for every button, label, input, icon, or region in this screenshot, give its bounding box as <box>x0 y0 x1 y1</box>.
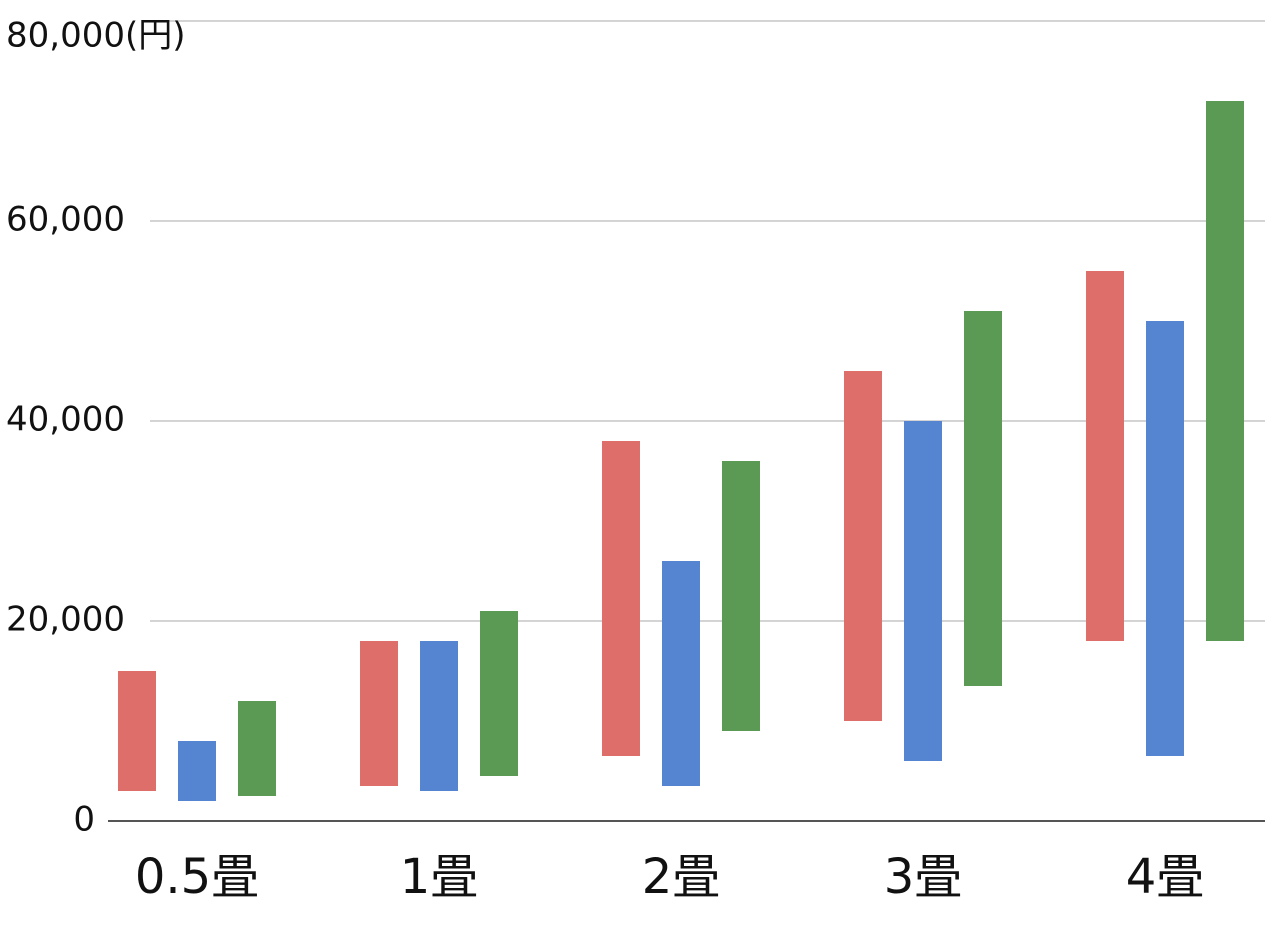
y-tick-label: 80,000(円) <box>6 16 186 56</box>
x-tick-label: 2畳 <box>642 849 721 905</box>
bar <box>964 311 1002 686</box>
y-tick-label: 60,000 <box>6 200 125 240</box>
x-tick-label: 0.5畳 <box>135 849 259 905</box>
y-tick-label: 20,000 <box>6 600 125 640</box>
bar <box>904 421 942 761</box>
bar <box>178 741 216 801</box>
bar <box>360 641 398 786</box>
bar <box>662 561 700 786</box>
bar <box>844 371 882 721</box>
bar <box>1086 271 1124 641</box>
bar <box>602 441 640 756</box>
y-tick-label: 0 <box>73 800 95 840</box>
bar <box>118 671 156 791</box>
bar <box>1146 321 1184 756</box>
x-tick-label: 4畳 <box>1126 849 1205 905</box>
bar <box>420 641 458 791</box>
bar <box>1206 101 1244 641</box>
bar <box>722 461 760 731</box>
bar <box>238 701 276 796</box>
bar <box>480 611 518 776</box>
x-tick-label: 3畳 <box>884 849 963 905</box>
x-tick-label: 1畳 <box>400 849 479 905</box>
y-tick-label: 40,000 <box>6 400 125 440</box>
